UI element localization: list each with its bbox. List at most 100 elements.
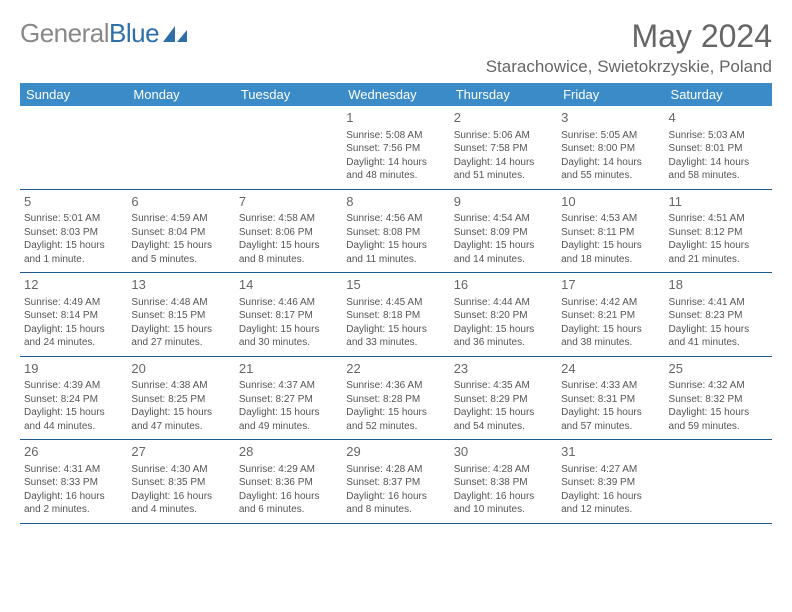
- calendar-week-row: 26Sunrise: 4:31 AMSunset: 8:33 PMDayligh…: [20, 440, 772, 524]
- sunset-line: Sunset: 8:31 PM: [561, 393, 660, 407]
- day-number: 12: [24, 276, 123, 294]
- sunset-line: Sunset: 8:11 PM: [561, 226, 660, 240]
- day-number: 6: [131, 193, 230, 211]
- day-number: 25: [669, 360, 768, 378]
- day-number: 1: [346, 109, 445, 127]
- sunset-line: Sunset: 8:15 PM: [131, 309, 230, 323]
- daylight-line: Daylight: 15 hours and 27 minutes.: [131, 323, 230, 350]
- calendar-day-cell: 15Sunrise: 4:45 AMSunset: 8:18 PMDayligh…: [342, 273, 449, 357]
- sunset-line: Sunset: 8:03 PM: [24, 226, 123, 240]
- daylight-line: Daylight: 15 hours and 1 minute.: [24, 239, 123, 266]
- calendar-week-row: 19Sunrise: 4:39 AMSunset: 8:24 PMDayligh…: [20, 356, 772, 440]
- sunrise-line: Sunrise: 4:44 AM: [454, 296, 553, 310]
- sunrise-line: Sunrise: 4:31 AM: [24, 463, 123, 477]
- daylight-line: Daylight: 15 hours and 49 minutes.: [239, 406, 338, 433]
- sunrise-line: Sunrise: 4:54 AM: [454, 212, 553, 226]
- daylight-line: Daylight: 15 hours and 44 minutes.: [24, 406, 123, 433]
- sunrise-line: Sunrise: 4:28 AM: [454, 463, 553, 477]
- calendar-table: SundayMondayTuesdayWednesdayThursdayFrid…: [20, 83, 772, 524]
- day-number: 4: [669, 109, 768, 127]
- day-number: 13: [131, 276, 230, 294]
- day-number: 21: [239, 360, 338, 378]
- weekday-header: Monday: [127, 83, 234, 106]
- day-number: 22: [346, 360, 445, 378]
- day-number: 27: [131, 443, 230, 461]
- sunrise-line: Sunrise: 4:30 AM: [131, 463, 230, 477]
- calendar-day-cell: 24Sunrise: 4:33 AMSunset: 8:31 PMDayligh…: [557, 356, 664, 440]
- weekday-header: Wednesday: [342, 83, 449, 106]
- sunset-line: Sunset: 7:58 PM: [454, 142, 553, 156]
- sunset-line: Sunset: 8:04 PM: [131, 226, 230, 240]
- sunset-line: Sunset: 8:27 PM: [239, 393, 338, 407]
- sunrise-line: Sunrise: 4:46 AM: [239, 296, 338, 310]
- sunset-line: Sunset: 8:32 PM: [669, 393, 768, 407]
- calendar-week-row: 12 Sunrise: 4:49 AMSunset: 8:14 PM Dayligh…: [20, 273, 772, 357]
- sunrise-line: Sunrise: 5:01 AM: [24, 212, 123, 226]
- day-number: 9: [454, 193, 553, 211]
- calendar-day-cell: 5Sunrise: 5:01 AMSunset: 8:03 PMDaylight…: [20, 189, 127, 273]
- sunset-line: Sunset: 8:20 PM: [454, 309, 553, 323]
- header-bar: GeneralBlue May 2024 Starachowice, Swiet…: [20, 18, 772, 77]
- calendar-day-cell: 22Sunrise: 4:36 AMSunset: 8:28 PMDayligh…: [342, 356, 449, 440]
- daylight-line: Daylight: 15 hours and 54 minutes.: [454, 406, 553, 433]
- weekday-header: Tuesday: [235, 83, 342, 106]
- daylight-line: Daylight: 16 hours and 12 minutes.: [561, 490, 660, 517]
- sunrise-line: Sunrise: 4:49 AM: [24, 296, 123, 310]
- daylight-line: Daylight: 15 hours and 52 minutes.: [346, 406, 445, 433]
- calendar-day-cell: 16Sunrise: 4:44 AMSunset: 8:20 PMDayligh…: [450, 273, 557, 357]
- sunset-line: Sunset: 8:01 PM: [669, 142, 768, 156]
- daylight-line: Daylight: 15 hours and 47 minutes.: [131, 406, 230, 433]
- sunrise-line: Sunrise: 4:37 AM: [239, 379, 338, 393]
- logo: GeneralBlue: [20, 18, 189, 49]
- day-number: 30: [454, 443, 553, 461]
- daylight-line: Daylight: 15 hours and 33 minutes.: [346, 323, 445, 350]
- sunset-line: Sunset: 8:35 PM: [131, 476, 230, 490]
- daylight-line: Daylight: 14 hours and 58 minutes.: [669, 156, 768, 183]
- sunrise-line: Sunrise: 4:42 AM: [561, 296, 660, 310]
- sunrise-line: Sunrise: 4:38 AM: [131, 379, 230, 393]
- calendar-week-row: 1 Sunrise: 5:08 AMSunset: 7:56 PM Daylight…: [20, 106, 772, 189]
- calendar-day-cell: 25Sunrise: 4:32 AMSunset: 8:32 PMDayligh…: [665, 356, 772, 440]
- day-number: 26: [24, 443, 123, 461]
- calendar-day-cell: 7Sunrise: 4:58 AMSunset: 8:06 PMDaylight…: [235, 189, 342, 273]
- sunset-line: Sunset: 7:56 PM: [346, 142, 445, 156]
- calendar-day-cell: 1Sunrise: 5:08 AMSunset: 7:56 PMDaylight…: [342, 106, 449, 189]
- sunrise-line: Sunrise: 4:29 AM: [239, 463, 338, 477]
- calendar-day-cell: 9Sunrise: 4:54 AMSunset: 8:09 PMDaylight…: [450, 189, 557, 273]
- daylight-line: Daylight: 14 hours and 55 minutes.: [561, 156, 660, 183]
- logo-gray-text: General: [20, 18, 109, 49]
- sunset-line: Sunset: 8:23 PM: [669, 309, 768, 323]
- sunrise-line: Sunrise: 4:51 AM: [669, 212, 768, 226]
- sunrise-line: Sunrise: 4:41 AM: [669, 296, 768, 310]
- day-number: 14: [239, 276, 338, 294]
- day-number: 19: [24, 360, 123, 378]
- sunset-line: Sunset: 8:36 PM: [239, 476, 338, 490]
- day-number: 18: [669, 276, 768, 294]
- day-number: 31: [561, 443, 660, 461]
- month-title: May 2024: [486, 18, 772, 55]
- sunrise-line: Sunrise: 5:08 AM: [346, 129, 445, 143]
- daylight-line: Daylight: 15 hours and 11 minutes.: [346, 239, 445, 266]
- sunset-line: Sunset: 8:18 PM: [346, 309, 445, 323]
- title-block: May 2024 Starachowice, Swietokrzyskie, P…: [486, 18, 772, 77]
- daylight-line: Daylight: 14 hours and 51 minutes.: [454, 156, 553, 183]
- sunrise-line: Sunrise: 4:45 AM: [346, 296, 445, 310]
- daylight-line: Daylight: 15 hours and 21 minutes.: [669, 239, 768, 266]
- day-number: 10: [561, 193, 660, 211]
- sunset-line: Sunset: 8:00 PM: [561, 142, 660, 156]
- daylight-line: Daylight: 16 hours and 2 minutes.: [24, 490, 123, 517]
- day-number: 28: [239, 443, 338, 461]
- location-subtitle: Starachowice, Swietokrzyskie, Poland: [486, 57, 772, 77]
- calendar-day-cell: 28Sunrise: 4:29 AMSunset: 8:36 PMDayligh…: [235, 440, 342, 524]
- sunset-line: Sunset: 8:25 PM: [131, 393, 230, 407]
- sunrise-line: Sunrise: 4:28 AM: [346, 463, 445, 477]
- sunset-line: Sunset: 8:21 PM: [561, 309, 660, 323]
- calendar-day-cell: 21Sunrise: 4:37 AMSunset: 8:27 PMDayligh…: [235, 356, 342, 440]
- weekday-header: Friday: [557, 83, 664, 106]
- sunrise-line: Sunrise: 4:56 AM: [346, 212, 445, 226]
- sunset-line: Sunset: 8:12 PM: [669, 226, 768, 240]
- weekday-header: Saturday: [665, 83, 772, 106]
- sunset-line: Sunset: 8:14 PM: [24, 309, 123, 323]
- sunset-line: Sunset: 8:28 PM: [346, 393, 445, 407]
- daylight-line: Daylight: 15 hours and 59 minutes.: [669, 406, 768, 433]
